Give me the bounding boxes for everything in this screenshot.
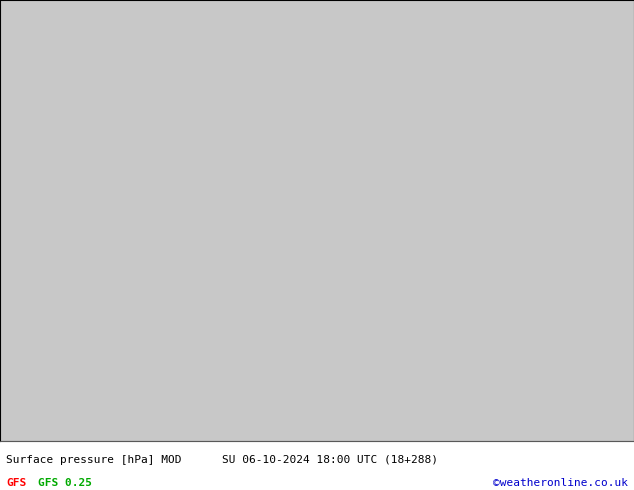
Text: Surface pressure [hPa] MOD: Surface pressure [hPa] MOD <box>6 455 182 465</box>
Text: GFS 0.25: GFS 0.25 <box>38 478 92 488</box>
Text: ©weatheronline.co.uk: ©weatheronline.co.uk <box>493 478 628 488</box>
Text: GFS: GFS <box>6 478 27 488</box>
Text: SU 06-10-2024 18:00 UTC (18+288): SU 06-10-2024 18:00 UTC (18+288) <box>222 455 437 465</box>
